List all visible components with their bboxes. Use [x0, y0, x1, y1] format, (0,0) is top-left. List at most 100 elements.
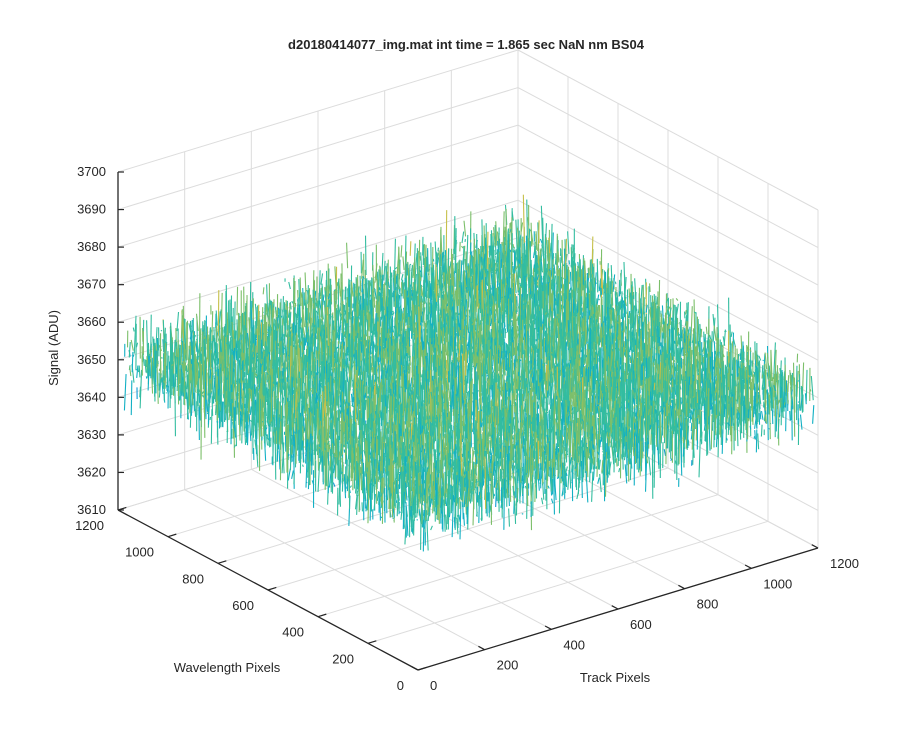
surface-segment — [383, 260, 386, 281]
surface-segment — [598, 305, 601, 317]
surface-segment — [272, 303, 275, 308]
surface-segment — [264, 303, 267, 326]
surface-segment — [476, 319, 479, 365]
surface-segment — [362, 275, 365, 280]
surface-segment — [563, 305, 565, 310]
surface-segment — [619, 338, 622, 358]
surface-segment — [443, 308, 446, 328]
surface-segment — [683, 334, 686, 350]
surface-segment — [434, 276, 437, 289]
surface-segment — [460, 341, 463, 354]
surface-segment — [368, 335, 372, 347]
surface-segment — [326, 299, 330, 307]
surface-segment — [472, 238, 476, 290]
surface-segment — [405, 290, 408, 318]
surface-segment — [463, 220, 467, 237]
surface-segment — [215, 310, 218, 326]
surface-segment — [456, 336, 460, 349]
surface-segment — [504, 280, 508, 286]
grid-line — [317, 494, 719, 618]
surface-segment — [322, 294, 325, 306]
surface-segment — [659, 325, 662, 328]
surface-segment — [297, 321, 299, 325]
surface-segment — [650, 302, 653, 358]
surface-segment — [456, 315, 459, 326]
surface-segment — [283, 334, 287, 351]
surface-segment — [404, 346, 407, 353]
surface-segment — [673, 366, 676, 373]
surface-segment — [496, 317, 499, 379]
surface-segment — [624, 339, 628, 355]
surface-segment — [575, 271, 578, 299]
surface-segment — [527, 325, 529, 330]
surface-segment — [330, 301, 332, 305]
surface-segment — [451, 285, 454, 293]
surface-segment — [521, 333, 524, 345]
surface-segment — [517, 239, 519, 248]
surface-segment — [470, 343, 473, 349]
surface-segment — [581, 337, 585, 342]
surface-segment — [590, 336, 593, 355]
surface-segment — [619, 299, 622, 310]
surface-segment — [466, 234, 469, 275]
surface-segment — [684, 309, 687, 315]
surface-segment — [400, 273, 404, 281]
surface-segment — [250, 300, 253, 332]
surface-segment — [684, 353, 687, 356]
surface-segment — [392, 312, 395, 316]
surface-segment — [462, 282, 465, 311]
surface-segment — [444, 291, 448, 325]
surface-segment — [598, 325, 601, 345]
surface-segment — [420, 284, 424, 297]
surface-segment — [420, 341, 423, 357]
surface-segment — [465, 270, 468, 293]
surface-segment — [225, 323, 229, 343]
surface-segment — [539, 248, 542, 260]
surface-segment — [539, 238, 543, 244]
surface-segment — [517, 259, 520, 264]
surface-segment — [228, 303, 231, 334]
surface-segment — [350, 282, 353, 339]
surface-segment — [490, 332, 493, 338]
surface-segment — [396, 260, 399, 271]
surface-segment — [439, 254, 442, 298]
surface-segment — [705, 326, 708, 335]
surface-segment — [591, 277, 594, 290]
surface-segment — [600, 328, 603, 348]
surface-segment — [718, 357, 721, 369]
surface-segment — [515, 299, 518, 313]
surface-segment — [328, 343, 331, 347]
surface-segment — [369, 294, 373, 301]
surface-segment — [612, 274, 616, 292]
surface-segment — [519, 359, 522, 362]
surface-segment — [697, 319, 700, 343]
surface-segment — [595, 282, 598, 284]
surface-segment — [577, 261, 580, 269]
surface-segment — [300, 341, 302, 346]
surface-segment — [312, 327, 315, 347]
surface-noise — [123, 194, 815, 552]
surface-segment — [665, 298, 669, 303]
surface-segment — [516, 245, 519, 259]
surface-segment — [431, 279, 435, 312]
surface-segment — [535, 333, 539, 350]
surface-segment — [489, 331, 492, 346]
surface-segment — [579, 283, 582, 315]
surface-segment — [617, 302, 620, 338]
surface-segment — [562, 314, 566, 367]
surface-segment — [493, 309, 497, 313]
surface-segment — [545, 237, 549, 262]
surface-segment — [490, 284, 494, 290]
surface-segment — [673, 340, 676, 344]
surface-segment — [702, 354, 704, 356]
surface-segment — [486, 337, 489, 375]
surface-segment — [461, 245, 464, 249]
surface-segment — [428, 297, 431, 313]
surface-segment — [709, 334, 712, 340]
surface-segment — [196, 316, 199, 371]
surface-segment — [580, 331, 584, 335]
surface-segment — [495, 304, 498, 317]
surface-segment — [461, 231, 465, 244]
surface-segment — [176, 311, 180, 332]
surface-segment — [353, 283, 356, 312]
